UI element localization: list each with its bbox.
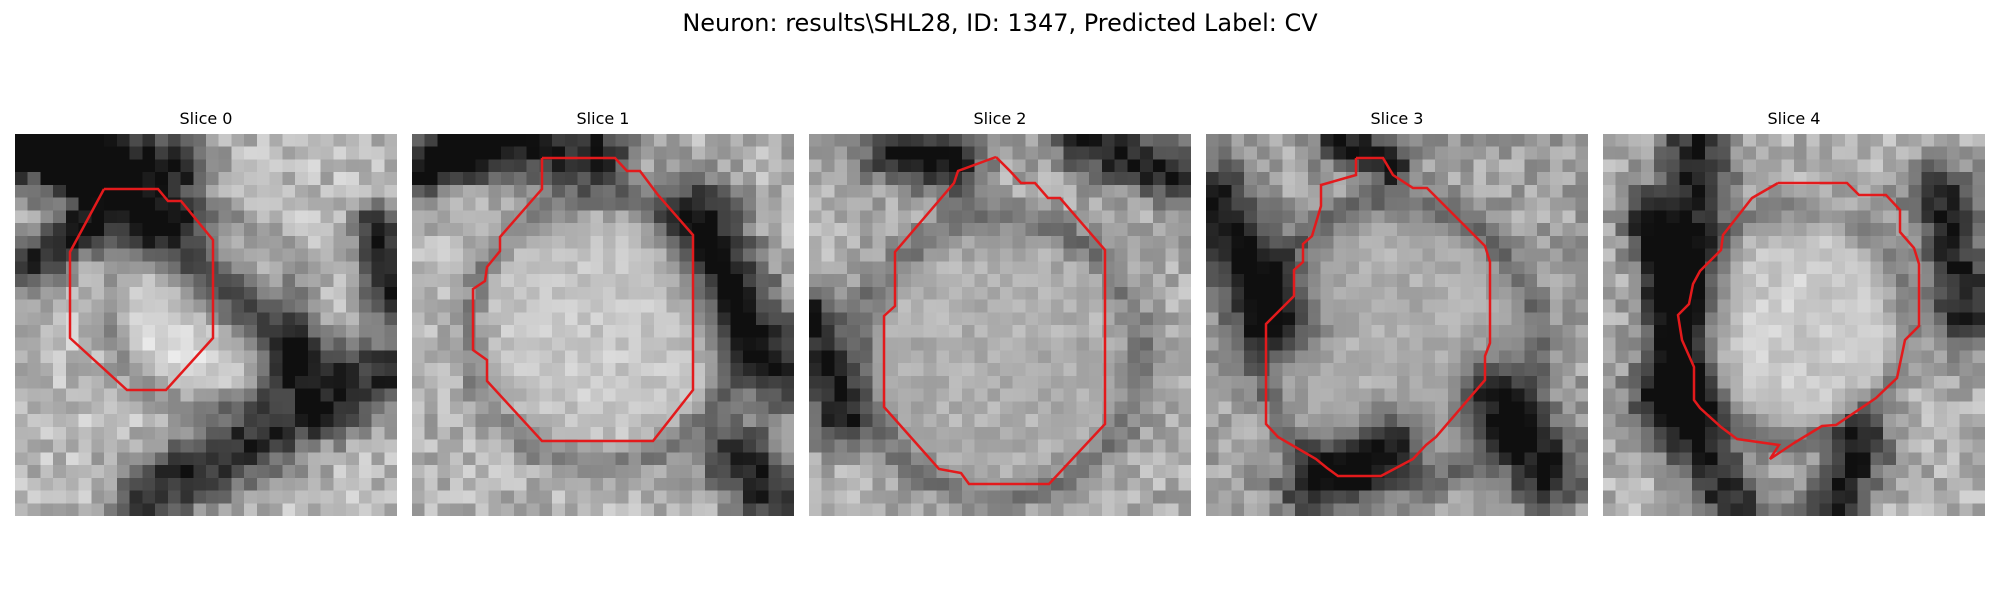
slice-image [1206, 134, 1588, 516]
panel-title: Slice 0 [179, 109, 233, 128]
grayscale-patch [412, 134, 794, 516]
slice-image [412, 134, 794, 516]
roi-contour [471, 156, 695, 443]
grayscale-patch [1206, 134, 1588, 516]
grayscale-patch [1603, 134, 1985, 516]
panel-slice-4: Slice 4 [1603, 108, 1985, 522]
panel-slice-0: Slice 0 [15, 108, 397, 522]
roi-contour-overlay [1264, 156, 1492, 478]
roi-contour [882, 155, 1107, 486]
panel-title: Slice 2 [973, 109, 1027, 128]
roi-contour-overlay [882, 155, 1107, 486]
roi-contour [1676, 181, 1921, 461]
roi-contour-overlay [1676, 181, 1921, 461]
roi-contour [68, 187, 215, 392]
panel-slice-3: Slice 3 [1206, 108, 1588, 522]
panel-slice-2: Slice 2 [809, 108, 1191, 522]
roi-contour-overlay [471, 156, 695, 443]
panel-title: Slice 1 [576, 109, 630, 128]
panel-slice-1: Slice 1 [412, 108, 794, 522]
figure-title: Neuron: results\SHL28, ID: 1347, Predict… [682, 9, 1318, 37]
panel-title: Slice 4 [1767, 109, 1821, 128]
roi-contour-overlay [68, 187, 215, 392]
slice-image [15, 134, 397, 516]
roi-contour [1264, 156, 1492, 478]
slice-image [809, 134, 1191, 516]
grayscale-patch [15, 134, 397, 516]
panel-title: Slice 3 [1370, 109, 1424, 128]
slice-image [1603, 134, 1985, 516]
grayscale-patch [809, 134, 1191, 516]
